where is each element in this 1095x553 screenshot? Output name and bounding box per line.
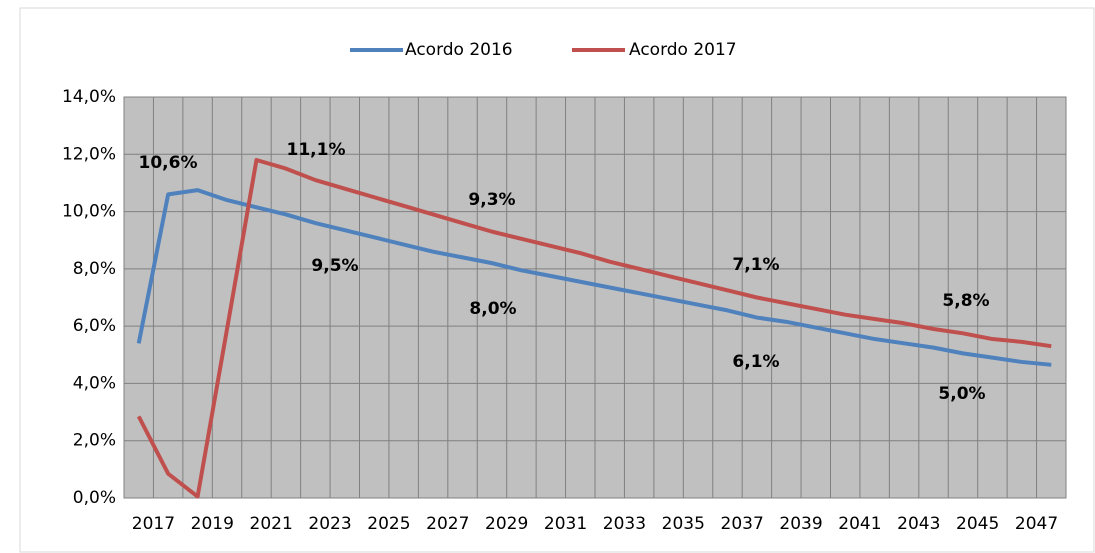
annotation: 6,1% (732, 352, 779, 372)
x-tick-label: 2035 (662, 514, 705, 534)
series-line (136, 188, 1052, 367)
legend-label: Acordo 2016 (405, 40, 513, 60)
x-tick-label: 2029 (485, 514, 528, 534)
annotation: 9,5% (311, 256, 358, 276)
x-tick-label: 2025 (367, 514, 410, 534)
y-tick-label: 14,0% (62, 87, 116, 107)
annotation: 11,1% (287, 140, 346, 160)
x-tick-label: 2045 (956, 514, 999, 534)
x-tick-label: 2019 (191, 514, 234, 534)
annotation: 5,0% (938, 384, 985, 404)
x-tick-label: 2041 (838, 514, 881, 534)
annotation: 10,6% (139, 153, 198, 173)
y-tick-label: 8,0% (73, 259, 116, 279)
annotation: 8,0% (469, 299, 516, 319)
x-tick-label: 2023 (308, 514, 351, 534)
x-tick-label: 2031 (544, 514, 587, 534)
series-line (136, 158, 1052, 499)
y-tick-label: 4,0% (73, 373, 116, 393)
y-tick-label: 2,0% (73, 431, 116, 451)
x-tick-label: 2027 (426, 514, 469, 534)
annotation: 9,3% (468, 190, 515, 210)
x-tick-label: 2033 (603, 514, 646, 534)
x-tick-label: 2039 (779, 514, 822, 534)
y-tick-label: 0,0% (73, 488, 116, 508)
y-tick-label: 12,0% (62, 144, 116, 164)
y-tick-label: 10,0% (62, 202, 116, 222)
annotation: 7,1% (732, 255, 779, 275)
x-tick-label: 2017 (132, 514, 175, 534)
legend-label: Acordo 2017 (629, 40, 737, 60)
y-tick-label: 6,0% (73, 316, 116, 336)
annotation: 5,8% (942, 291, 989, 311)
x-tick-label: 2047 (1015, 514, 1058, 534)
x-tick-label: 2021 (250, 514, 293, 534)
x-tick-label: 2037 (721, 514, 764, 534)
x-tick-label: 2043 (897, 514, 940, 534)
